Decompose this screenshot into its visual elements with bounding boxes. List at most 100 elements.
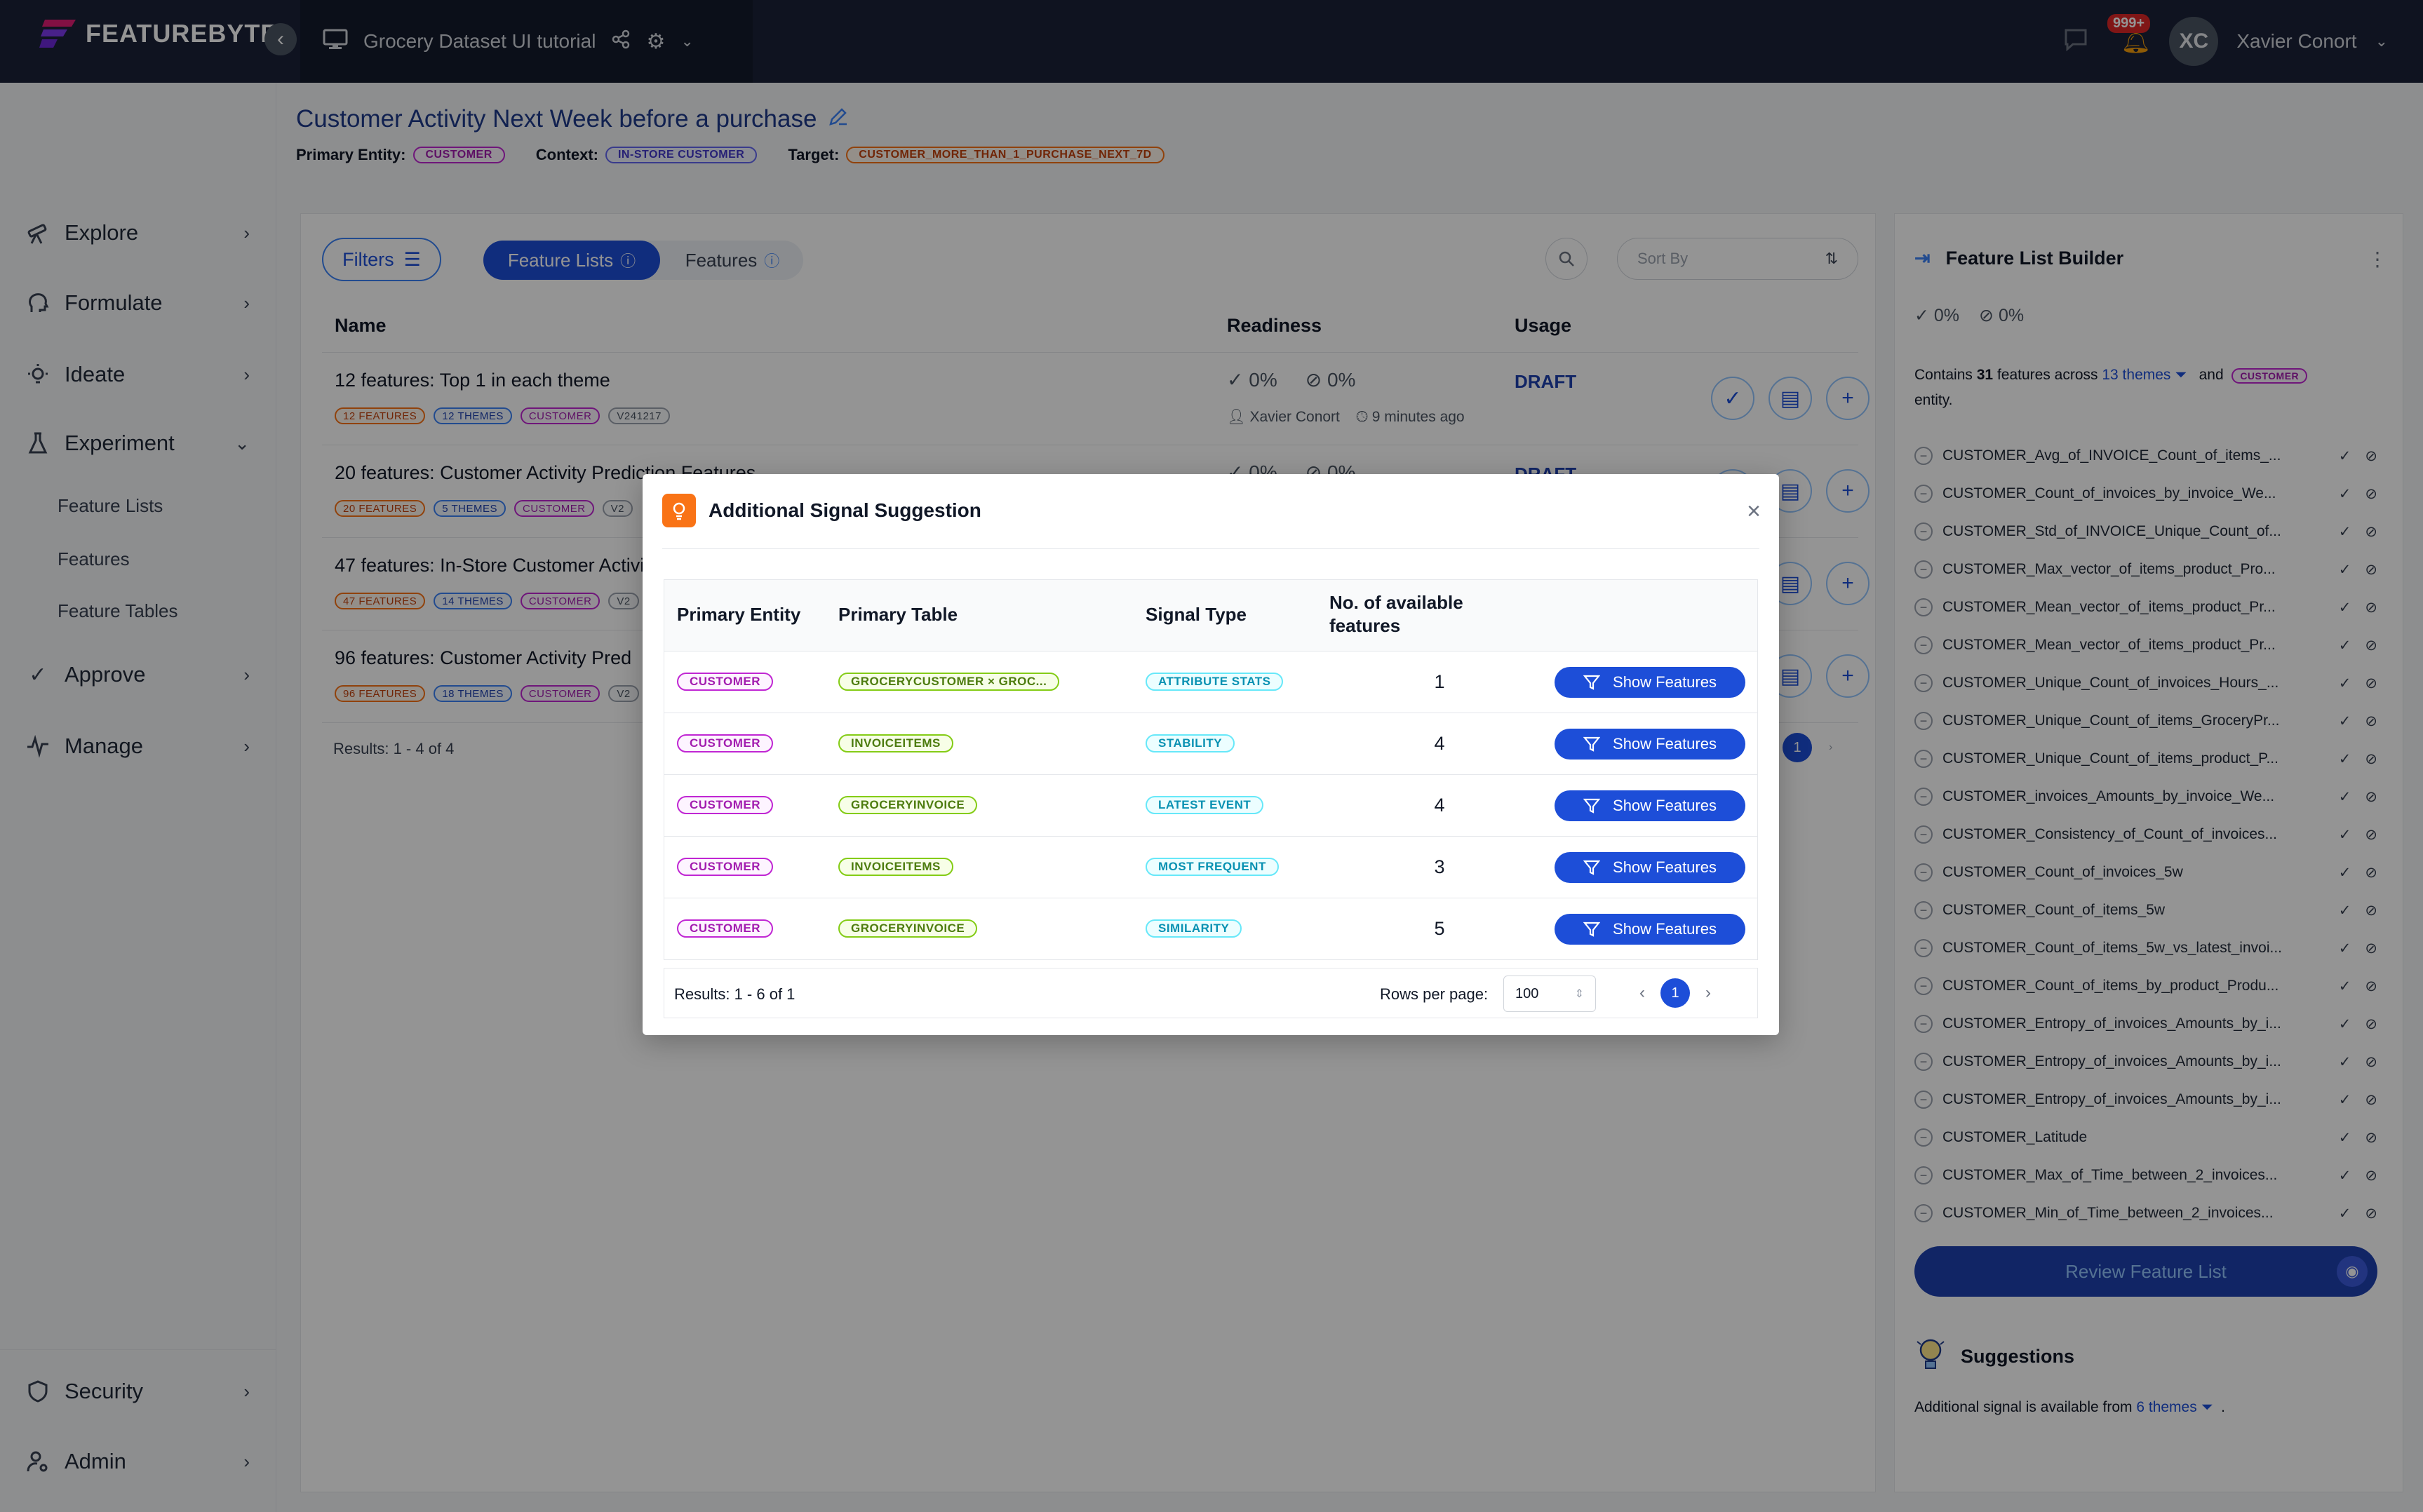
sidebar-item-security[interactable]: Security › <box>25 1370 257 1412</box>
project-selector[interactable]: Grocery Dataset UI tutorial ⚙ ⌄ <box>300 0 753 83</box>
remove-feature-icon[interactable]: − <box>1914 825 1933 844</box>
user-name[interactable]: Xavier Conort <box>2236 30 2357 52</box>
filter-icon[interactable]: ⏷ <box>2201 1399 2213 1415</box>
add-button[interactable]: + <box>1826 562 1870 605</box>
context-badge[interactable]: IN-STORE CUSTOMER <box>605 147 758 163</box>
remove-feature-icon[interactable]: − <box>1914 977 1933 995</box>
add-button[interactable]: + <box>1826 377 1870 420</box>
builder-feature-item[interactable]: − CUSTOMER_Count_of_invoices_by_invoice_W… <box>1914 475 2384 513</box>
builder-feature-item[interactable]: − CUSTOMER_Count_of_items_5w ✓ ⊘ <box>1914 891 2384 929</box>
show-features-button[interactable]: Show Features <box>1555 729 1745 760</box>
remove-feature-icon[interactable]: − <box>1914 560 1933 579</box>
sidebar-item-admin[interactable]: Admin › <box>25 1440 257 1483</box>
deploy-button[interactable]: ▤ <box>1768 377 1812 420</box>
chevron-down-icon[interactable]: ⌄ <box>680 32 694 50</box>
kebab-menu-icon[interactable]: ⋮ <box>2368 248 2387 270</box>
builder-feature-item[interactable]: − CUSTOMER_Std_of_INVOICE_Unique_Count_of… <box>1914 513 2384 551</box>
remove-feature-icon[interactable]: − <box>1914 1128 1933 1147</box>
builder-feature-item[interactable]: − CUSTOMER_Count_of_items_by_product_Prod… <box>1914 967 2384 1005</box>
remove-feature-icon[interactable]: − <box>1914 901 1933 919</box>
builder-feature-item[interactable]: − CUSTOMER_Mean_vector_of_items_product_P… <box>1914 626 2384 664</box>
builder-feature-item[interactable]: − CUSTOMER_Max_of_Time_between_2_invoices… <box>1914 1156 2384 1194</box>
builder-feature-item[interactable]: − CUSTOMER_Count_of_items_5w_vs_latest_in… <box>1914 929 2384 967</box>
sidebar-subitem-feature-lists[interactable]: Feature Lists <box>58 495 163 516</box>
search-button[interactable] <box>1545 238 1588 280</box>
show-features-button[interactable]: Show Features <box>1555 667 1745 698</box>
remove-feature-icon[interactable]: − <box>1914 1204 1933 1222</box>
remove-feature-icon[interactable]: − <box>1914 1166 1933 1184</box>
tab-features[interactable]: Features ⓘ <box>673 241 792 280</box>
share-icon[interactable] <box>611 29 631 54</box>
builder-feature-item[interactable]: − CUSTOMER_Count_of_invoices_5w ✓ ⊘ <box>1914 853 2384 891</box>
builder-feature-item[interactable]: − CUSTOMER_Latitude ✓ ⊘ <box>1914 1119 2384 1156</box>
avatar[interactable]: XC <box>2169 17 2219 66</box>
sidebar-item-formulate[interactable]: Formulate › <box>25 282 257 324</box>
remove-feature-icon[interactable]: − <box>1914 485 1933 503</box>
sidebar-subitem-features[interactable]: Features <box>58 548 130 569</box>
feature-list-title[interactable]: 96 features: Customer Activity Pred <box>335 647 632 668</box>
primary-entity-badge[interactable]: CUSTOMER <box>412 147 505 163</box>
remove-feature-icon[interactable]: − <box>1914 1015 1933 1033</box>
rows-per-page-select[interactable]: 100 ⇕ <box>1503 976 1596 1012</box>
close-icon[interactable]: × <box>1747 498 1761 525</box>
feature-list-title[interactable]: 47 features: In-Store Customer Activi <box>335 555 645 576</box>
feature-list-title[interactable]: 12 features: Top 1 in each theme <box>335 370 610 391</box>
table-row[interactable]: 12 features: Top 1 in each theme 12 FEAT… <box>322 353 1870 445</box>
builder-feature-item[interactable]: − CUSTOMER_Unique_Count_of_items_GroceryP… <box>1914 702 2384 740</box>
approve-check-button[interactable]: ✓ <box>1711 377 1754 420</box>
review-feature-list-button[interactable]: Review Feature List ◉ <box>1914 1246 2377 1297</box>
chat-icon[interactable] <box>2063 27 2088 56</box>
remove-feature-icon[interactable]: − <box>1914 522 1933 541</box>
sidebar-item-manage[interactable]: Manage › <box>25 725 257 767</box>
filter-icon[interactable]: ⏷ <box>2175 367 2187 383</box>
prev-page-icon[interactable]: ‹ <box>1639 983 1645 1002</box>
featurebyte-logo[interactable]: FEATUREBYTE <box>39 17 278 50</box>
sidebar-item-approve[interactable]: ✓ Approve › <box>25 654 257 696</box>
sort-by-select[interactable]: Sort By ⇅ <box>1617 238 1858 280</box>
remove-feature-icon[interactable]: − <box>1914 939 1933 957</box>
collapse-sidebar-button[interactable]: ‹ <box>264 23 297 55</box>
show-features-button[interactable]: Show Features <box>1555 852 1745 883</box>
add-button[interactable]: + <box>1826 654 1870 698</box>
edit-icon[interactable] <box>828 105 849 133</box>
builder-feature-item[interactable]: − CUSTOMER_invoices_Amounts_by_invoice_We… <box>1914 778 2384 816</box>
show-features-button[interactable]: Show Features <box>1555 790 1745 821</box>
builder-feature-item[interactable]: − CUSTOMER_Min_of_Time_between_2_invoices… <box>1914 1194 2384 1232</box>
builder-feature-item[interactable]: − CUSTOMER_Entropy_of_invoices_Amounts_by… <box>1914 1005 2384 1043</box>
builder-feature-item[interactable]: − CUSTOMER_Avg_of_INVOICE_Count_of_items_… <box>1914 437 2384 475</box>
usage-status[interactable]: DRAFT <box>1515 371 1577 392</box>
builder-feature-item[interactable]: − CUSTOMER_Consistency_of_Count_of_invoic… <box>1914 816 2384 853</box>
collapse-panel-icon[interactable]: ⇥ <box>1914 248 1931 269</box>
remove-feature-icon[interactable]: − <box>1914 636 1933 654</box>
suggested-themes-link[interactable]: 6 themes <box>2136 1399 2197 1415</box>
remove-feature-icon[interactable]: − <box>1914 788 1933 806</box>
remove-feature-icon[interactable]: − <box>1914 447 1933 465</box>
builder-feature-item[interactable]: − CUSTOMER_Entropy_of_invoices_Amounts_by… <box>1914 1081 2384 1119</box>
sidebar-subitem-feature-tables[interactable]: Feature Tables <box>58 600 178 621</box>
builder-feature-item[interactable]: − CUSTOMER_Max_vector_of_items_product_Pr… <box>1914 551 2384 588</box>
builder-feature-item[interactable]: − CUSTOMER_Mean_vector_of_items_product_P… <box>1914 588 2384 626</box>
builder-feature-item[interactable]: − CUSTOMER_Unique_Count_of_items_product_… <box>1914 740 2384 778</box>
sidebar-item-explore[interactable]: Explore › <box>25 212 257 254</box>
show-features-button[interactable]: Show Features <box>1555 914 1745 945</box>
themes-link[interactable]: 13 themes <box>2102 367 2171 383</box>
add-button[interactable]: + <box>1826 469 1870 513</box>
gear-icon[interactable]: ⚙ <box>646 29 666 53</box>
sidebar-item-ideate[interactable]: Ideate › <box>25 353 257 396</box>
next-page-icon[interactable]: › <box>1829 741 1833 753</box>
target-badge[interactable]: CUSTOMER_MORE_THAN_1_PURCHASE_NEXT_7D <box>846 147 1164 163</box>
sidebar-item-experiment[interactable]: Experiment ⌄ <box>25 422 257 464</box>
tab-feature-lists[interactable]: Feature Lists ⓘ <box>483 241 660 280</box>
builder-feature-item[interactable]: − CUSTOMER_Unique_Count_of_invoices_Hours… <box>1914 664 2384 702</box>
remove-feature-icon[interactable]: − <box>1914 712 1933 730</box>
filters-button[interactable]: Filters ☰ <box>322 238 441 281</box>
remove-feature-icon[interactable]: − <box>1914 598 1933 616</box>
next-page-icon[interactable]: › <box>1705 983 1711 1002</box>
remove-feature-icon[interactable]: − <box>1914 1053 1933 1071</box>
remove-feature-icon[interactable]: − <box>1914 1091 1933 1109</box>
user-menu-chevron-icon[interactable]: ⌄ <box>2375 32 2388 50</box>
page-button[interactable]: 1 <box>1660 978 1690 1008</box>
remove-feature-icon[interactable]: − <box>1914 750 1933 768</box>
remove-feature-icon[interactable]: − <box>1914 674 1933 692</box>
page-button[interactable]: 1 <box>1783 733 1812 762</box>
